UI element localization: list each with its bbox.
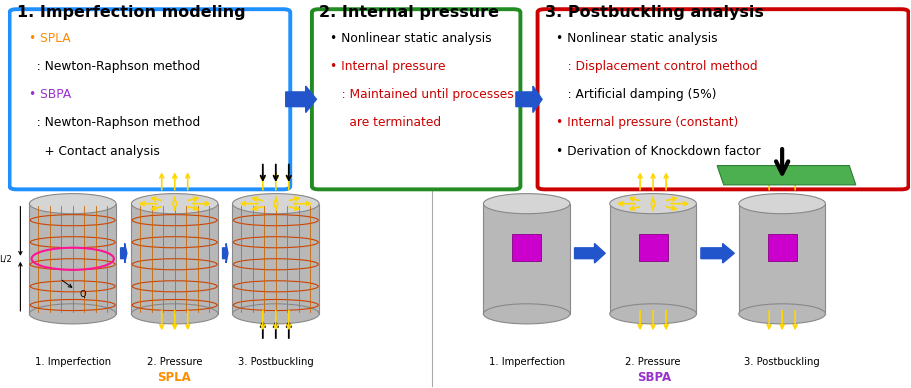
Text: • Derivation of Knockdown factor: • Derivation of Knockdown factor — [556, 144, 760, 158]
Text: 2. Internal pressure: 2. Internal pressure — [319, 5, 499, 19]
Text: 2. Pressure: 2. Pressure — [147, 357, 202, 367]
Text: • Nonlinear static analysis: • Nonlinear static analysis — [556, 32, 717, 45]
Ellipse shape — [131, 304, 218, 324]
Polygon shape — [609, 204, 696, 314]
Text: 3. Postbuckling analysis: 3. Postbuckling analysis — [545, 5, 763, 19]
FancyArrow shape — [516, 86, 542, 113]
Text: : Newton-Raphson method: : Newton-Raphson method — [28, 116, 200, 129]
Text: 2. Pressure: 2. Pressure — [625, 357, 681, 367]
Text: : Displacement control method: : Displacement control method — [556, 60, 757, 73]
FancyBboxPatch shape — [537, 9, 908, 189]
Text: 3. Postbuckling: 3. Postbuckling — [744, 357, 820, 367]
Text: 1. Imperfection: 1. Imperfection — [35, 357, 111, 367]
Text: : Artificial damping (5%): : Artificial damping (5%) — [556, 88, 716, 101]
Text: L/2: L/2 — [0, 254, 12, 263]
Ellipse shape — [29, 194, 116, 214]
Text: • SBPA: • SBPA — [28, 88, 71, 101]
Ellipse shape — [609, 304, 696, 324]
Bar — [512, 234, 541, 261]
Text: are terminated: are terminated — [330, 116, 441, 129]
Ellipse shape — [739, 194, 825, 214]
Ellipse shape — [739, 304, 825, 324]
Text: • Internal pressure (constant): • Internal pressure (constant) — [556, 116, 738, 129]
FancyArrow shape — [286, 86, 316, 113]
Text: Q: Q — [79, 289, 86, 298]
Text: • Internal pressure: • Internal pressure — [330, 60, 445, 73]
Ellipse shape — [609, 194, 696, 214]
FancyArrow shape — [120, 244, 127, 263]
Polygon shape — [484, 204, 570, 314]
FancyArrow shape — [575, 244, 605, 263]
FancyBboxPatch shape — [9, 9, 291, 189]
Text: : Newton-Raphson method: : Newton-Raphson method — [28, 60, 200, 73]
Ellipse shape — [131, 194, 218, 214]
Text: : Maintained until processes: : Maintained until processes — [330, 88, 514, 101]
Text: SPLA: SPLA — [158, 371, 191, 384]
Text: • SPLA: • SPLA — [28, 32, 70, 45]
Ellipse shape — [29, 304, 116, 324]
Polygon shape — [739, 204, 825, 314]
FancyArrow shape — [222, 244, 228, 263]
Polygon shape — [717, 166, 855, 185]
Polygon shape — [131, 204, 218, 314]
Text: • Nonlinear static analysis: • Nonlinear static analysis — [330, 32, 492, 45]
Polygon shape — [29, 204, 116, 314]
Ellipse shape — [232, 304, 319, 324]
Bar — [639, 234, 668, 261]
Polygon shape — [232, 204, 319, 314]
Ellipse shape — [484, 194, 570, 214]
Text: + Contact analysis: + Contact analysis — [28, 144, 159, 158]
FancyArrow shape — [701, 244, 734, 263]
Text: 1. Imperfection modeling: 1. Imperfection modeling — [16, 5, 245, 19]
Text: 3. Postbuckling: 3. Postbuckling — [238, 357, 313, 367]
Bar — [768, 234, 796, 261]
FancyBboxPatch shape — [312, 9, 520, 189]
Text: 1. Imperfection: 1. Imperfection — [488, 357, 565, 367]
Text: SBPA: SBPA — [637, 371, 671, 384]
Ellipse shape — [232, 194, 319, 214]
Ellipse shape — [484, 304, 570, 324]
